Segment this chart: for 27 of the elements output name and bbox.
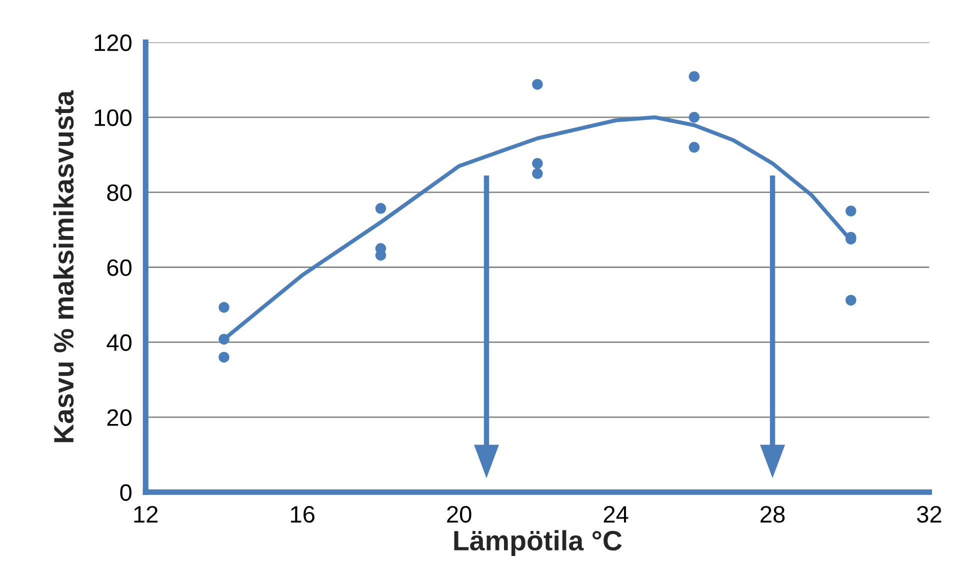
point (532, 168, 543, 179)
y-tick-label: 20 (107, 409, 132, 426)
point (688, 71, 700, 82)
point (218, 334, 230, 345)
point (688, 112, 700, 123)
x-tick-label: 12 (134, 506, 158, 522)
x-tick-label: 16 (291, 506, 314, 523)
y-axis-title: Kasvu % maksimikasvusta (53, 90, 74, 442)
point (218, 352, 230, 363)
point (375, 203, 386, 214)
point (532, 158, 543, 169)
y-tick-label: 40 (106, 334, 132, 352)
y-tick-label: 0 (120, 484, 132, 501)
point (846, 294, 856, 306)
y-tick-label: 100 (94, 109, 132, 126)
x-axis-title: Lämpötila °C (454, 530, 622, 556)
y-tick-label: 80 (107, 184, 132, 202)
y-tick-label: 60 (107, 259, 132, 276)
point (688, 142, 700, 153)
x-tick-label: 24 (604, 506, 628, 522)
point (218, 302, 230, 313)
point (532, 78, 543, 90)
x-tick-label: 32 (917, 506, 942, 523)
x-tick-label: 20 (447, 506, 472, 523)
point (846, 206, 856, 216)
x-tick-label: 28 (760, 506, 785, 523)
y-tick-label: 120 (94, 34, 132, 52)
